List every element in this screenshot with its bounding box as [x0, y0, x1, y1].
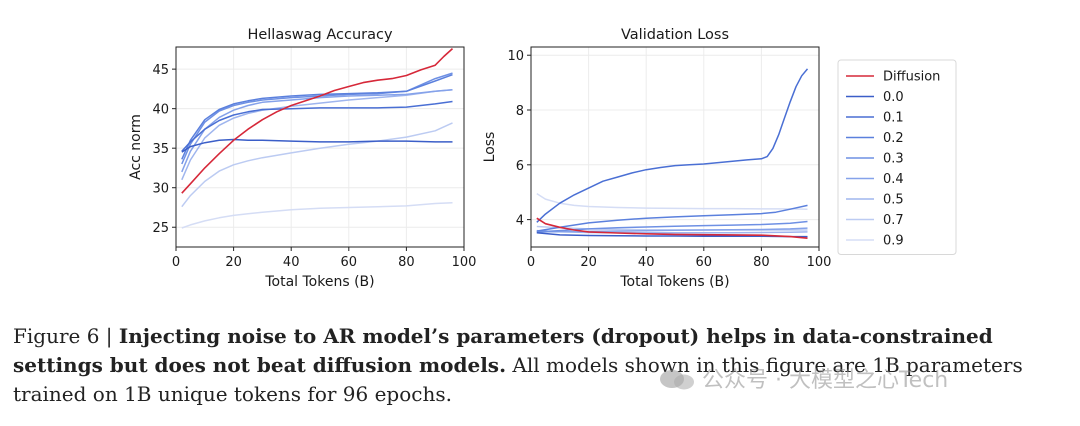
hellaswag-series-dropout-0-2	[181, 73, 453, 160]
legend-label-dropout-0-1: 0.1	[883, 111, 904, 126]
loss-x-tick-label: 0	[527, 255, 535, 270]
loss-chart-title: Validation Loss	[621, 27, 729, 43]
watermark-text: 公众号 · 大模型之心Tech	[702, 368, 949, 393]
legend-label-dropout-0-3: 0.3	[883, 152, 904, 167]
loss-x-tick-label: 100	[807, 255, 832, 270]
loss-x-tick-label: 60	[696, 255, 713, 270]
legend-label-diffusion: Diffusion	[883, 70, 940, 85]
hellaswag-accuracy-plot: 0 20 40 60 80 100 25 30 35 40 45 Hellaswag Accuracy…	[128, 27, 476, 290]
loss-x-axis-label: Total Tokens (B)	[619, 274, 729, 290]
hellaswag-chart-title: Hellaswag Accuracy	[247, 27, 392, 43]
legend-label-dropout-0-2: 0.2	[883, 131, 904, 146]
loss-series-dropout-0-1	[536, 68, 809, 223]
legend-label-dropout-0-5: 0.5	[883, 193, 904, 208]
hellaswag-y-tick-label: 40	[152, 103, 169, 118]
hellaswag-y-tick-label: 45	[152, 63, 169, 78]
loss-y-tick-label: 10	[507, 49, 524, 64]
hellaswag-x-tick-label: 20	[225, 255, 242, 270]
hellaswag-x-tick-label: 40	[283, 255, 300, 270]
validation-loss-plot: 0 20 40 60 80 100 4 6 8 10 Validation Loss Total To…	[482, 27, 831, 290]
loss-series-dropout-0-9	[536, 192, 808, 210]
hellaswag-y-tick-label: 35	[152, 142, 169, 157]
legend-label-dropout-0-9: 0.9	[883, 234, 904, 249]
loss-x-tick-label: 80	[753, 255, 770, 270]
loss-x-tick-label: 40	[638, 255, 655, 270]
hellaswag-series-dropout-0-9	[181, 201, 453, 229]
hellaswag-series-dropout-0-5	[181, 88, 453, 181]
hellaswag-x-tick-label: 0	[172, 255, 180, 270]
legend-label-dropout-0-0: 0.0	[883, 90, 904, 105]
hellaswag-x-tick-label: 80	[398, 255, 415, 270]
hellaswag-axes-frame	[175, 46, 465, 248]
hellaswag-series-dropout-0-7	[181, 122, 453, 208]
watermark: 公众号 · 大模型之心Tech	[658, 362, 948, 394]
legend-label-dropout-0-7: 0.7	[883, 213, 904, 228]
hellaswag-series-dropout-0-4	[181, 88, 453, 173]
loss-series-dropout-0-2	[536, 204, 808, 232]
caption-bold: Injecting noise to AR model’s parameters…	[13, 324, 993, 377]
hellaswag-series-dropout-0-1	[181, 100, 453, 152]
loss-series-dropout-0-4	[536, 227, 808, 233]
hellaswag-x-tick-label: 100	[452, 255, 477, 270]
loss-y-tick-label: 8	[516, 104, 524, 119]
loss-series-dropout-0-3	[536, 220, 808, 233]
loss-y-tick-label: 6	[516, 159, 524, 174]
hellaswag-x-tick-label: 60	[341, 255, 358, 270]
loss-series-diffusion	[536, 217, 808, 239]
loss-y-axis-label: Loss	[482, 132, 498, 163]
caption-rest: All models shown in this figure are 1B p…	[13, 353, 1023, 406]
legend: Diffusion 0.0 0.1 0.2 0.3 0.4 0.5 0.7 0.9	[837, 59, 957, 255]
hellaswag-y-tick-label: 25	[152, 221, 169, 236]
caption-prefix: Figure 6 |	[13, 324, 119, 348]
legend-label-dropout-0-4: 0.4	[883, 172, 904, 187]
legend-box	[837, 59, 957, 255]
loss-axes-frame	[530, 46, 820, 248]
figure-caption: Figure 6 | Injecting noise to AR model’s…	[13, 322, 1073, 409]
wechat-icon	[660, 370, 694, 390]
hellaswag-y-tick-label: 30	[152, 182, 169, 197]
hellaswag-x-axis-label: Total Tokens (B)	[264, 274, 374, 290]
hellaswag-series-dropout-0-0	[181, 138, 453, 153]
hellaswag-y-axis-label: Acc norm	[128, 114, 144, 180]
loss-y-tick-label: 4	[516, 214, 524, 229]
loss-x-tick-label: 20	[580, 255, 597, 270]
hellaswag-series-diffusion	[181, 48, 454, 194]
